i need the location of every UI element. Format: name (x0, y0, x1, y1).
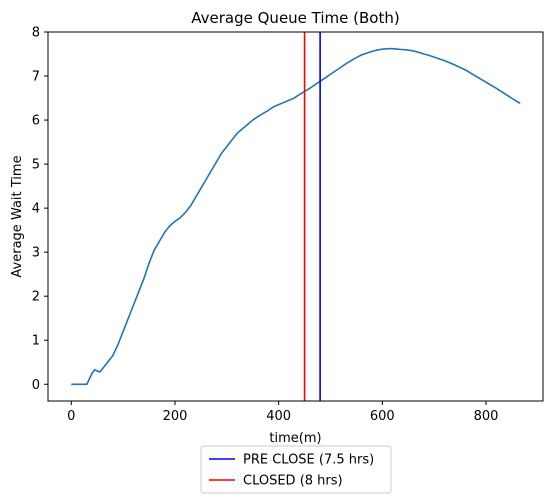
x-tick-label: 600 (370, 409, 395, 424)
axes-frame (48, 32, 543, 401)
axis-ticks: 0 200 400 600 800 0 1 2 3 4 5 6 7 8 (32, 26, 499, 425)
x-tick-label: 400 (266, 409, 291, 424)
y-tick-label: 7 (32, 70, 40, 85)
y-tick-label: 6 (32, 114, 40, 129)
x-axis-label: time(m) (269, 431, 321, 446)
plot-area (71, 32, 520, 401)
y-tick-label: 4 (32, 202, 40, 217)
x-tick-label: 0 (67, 409, 75, 424)
legend-label: PRE CLOSE (7.5 hrs) (243, 453, 374, 468)
chart-title: Average Queue Time (Both) (191, 9, 399, 27)
y-tick-label: 1 (32, 334, 40, 349)
y-tick-label: 3 (32, 246, 40, 261)
y-tick-label: 8 (32, 26, 40, 41)
legend-label: CLOSED (8 hrs) (243, 474, 343, 489)
legend: PRE CLOSE (7.5 hrs) CLOSED (8 hrs) (201, 446, 391, 493)
y-axis-label: Average Wait Time (10, 155, 25, 277)
y-tick-label: 5 (32, 158, 40, 173)
y-tick-label: 2 (32, 290, 40, 305)
x-tick-label: 200 (163, 409, 188, 424)
series-line (71, 49, 520, 385)
x-tick-label: 800 (474, 409, 499, 424)
y-tick-label: 0 (32, 378, 40, 393)
